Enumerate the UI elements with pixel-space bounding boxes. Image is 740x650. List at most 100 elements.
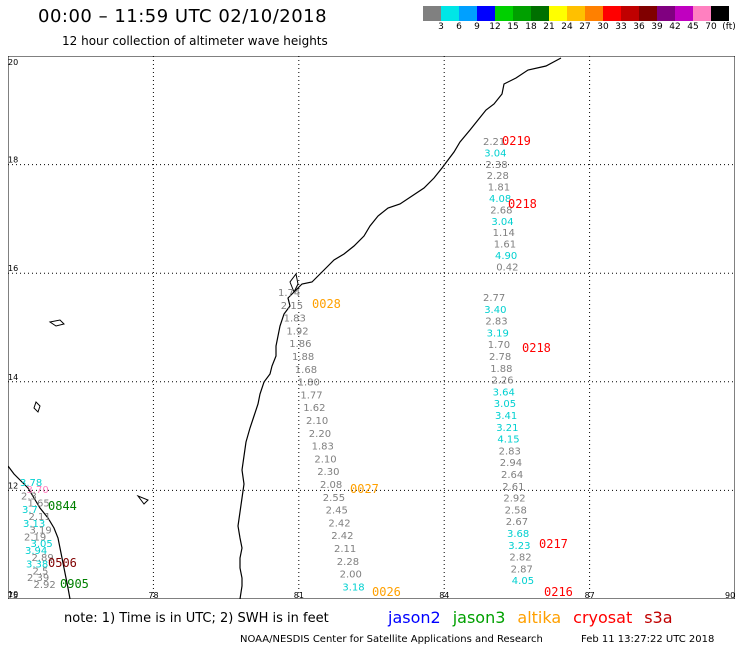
altimeter-tracks: 2.213.042.382.281.814.082.683.041.141.61… xyxy=(20,134,573,599)
coastline-east xyxy=(237,57,562,599)
wave-height-value: 2.28 xyxy=(337,557,359,568)
wave-height-value: 4.90 xyxy=(495,251,517,262)
wave-height-value: 2.11 xyxy=(334,544,356,555)
pass-time-label: 0027 xyxy=(350,482,379,496)
scale-swatch xyxy=(495,6,513,21)
wave-height-value: 3.05 xyxy=(31,539,53,550)
pass-time-label: 0219 xyxy=(502,134,531,148)
wave-height-value: 2.11 xyxy=(29,512,51,523)
page-title: 00:00 – 11:59 UTC 02/10/2018 xyxy=(38,6,328,27)
wave-height-value: 1.68 xyxy=(295,365,317,376)
scale-label: 15 xyxy=(507,22,519,32)
wave-height-value: 3.04 xyxy=(484,148,506,159)
wave-height-value: 3.21 xyxy=(496,423,518,434)
wave-height-value: 2.20 xyxy=(309,429,331,440)
scale-label: 12 xyxy=(489,22,501,32)
wave-height-value: 2.26 xyxy=(491,376,513,387)
scale-swatch xyxy=(423,6,441,21)
lat-label: 10 xyxy=(8,590,18,599)
satellite-altika: altika xyxy=(517,608,562,627)
wave-height-value: 1.61 xyxy=(494,240,516,251)
scale-label: (ft) xyxy=(722,22,736,32)
scale-swatch xyxy=(603,6,621,21)
page-subtitle: 12 hour collection of altimeter wave hei… xyxy=(62,34,328,48)
wave-height-value: 2.30 xyxy=(317,467,339,478)
wave-height-value: 1.70 xyxy=(488,340,510,351)
scale-label: 45 xyxy=(687,22,699,32)
wave-height-value: 3.94 xyxy=(25,546,47,557)
wave-height-map: 2.213.042.382.281.814.082.683.041.141.61… xyxy=(8,56,735,599)
lat-label: 12 xyxy=(8,481,18,490)
wave-height-value: 1.83 xyxy=(284,314,306,325)
footnote: note: 1) Time is in UTC; 2) SWH is in fe… xyxy=(64,611,329,626)
pass-time-label: 0218 xyxy=(508,197,537,211)
scale-label: 24 xyxy=(561,22,573,32)
wave-height-value: 3.78 xyxy=(20,478,42,489)
scale-swatch xyxy=(621,6,639,21)
scale-swatch xyxy=(639,6,657,21)
scale-label: 18 xyxy=(525,22,537,32)
scale-swatch xyxy=(675,6,693,21)
wave-height-value: 2.10 xyxy=(314,454,336,465)
lat-label: 16 xyxy=(8,264,18,273)
wave-height-value: 2.67 xyxy=(506,517,528,528)
wave-height-value: 3.19 xyxy=(30,526,52,537)
wave-height-value: 1.88 xyxy=(292,352,314,363)
wave-height-value: 1.77 xyxy=(300,390,322,401)
scale-swatch xyxy=(549,6,567,21)
wave-height-value: 1.83 xyxy=(312,442,334,453)
wave-height-value: 1.88 xyxy=(490,364,512,375)
scale-label: 30 xyxy=(597,22,609,32)
wave-height-value: 2.39 xyxy=(27,573,49,584)
wave-height-value: 2.92 xyxy=(34,580,56,591)
wave-height-value: 3.19 xyxy=(487,328,509,339)
scale-swatch xyxy=(567,6,585,21)
lon-label: 84 xyxy=(439,591,449,599)
scale-label: 39 xyxy=(651,22,663,32)
wave-height-value: 3.7 xyxy=(22,505,38,516)
pass-time-label: 0905 xyxy=(60,577,89,591)
scale-swatch xyxy=(693,6,711,21)
map-frame xyxy=(8,56,735,599)
scale-label: 27 xyxy=(579,22,591,32)
wave-height-value: 3.04 xyxy=(491,217,513,228)
wave-height-value: 2.55 xyxy=(323,493,345,504)
lat-label: 18 xyxy=(8,156,18,165)
satellite-jason2: jason2 xyxy=(388,608,441,627)
wave-height-value: 2.82 xyxy=(509,553,531,564)
coastline-west xyxy=(8,465,71,599)
pass-time-label: 0506 xyxy=(48,556,77,570)
wave-height-value: 2.61 xyxy=(502,482,524,493)
credit-text: NOAA/NESDIS Center for Satellite Applica… xyxy=(240,634,543,645)
wave-height-value: 3.64 xyxy=(493,387,515,398)
pass-time-label: 0844 xyxy=(48,499,77,513)
wave-height-value: 2.45 xyxy=(326,506,348,517)
generated-timestamp: Feb 11 13:27:22 UTC 2018 xyxy=(581,634,715,645)
wave-height-value: 2.10 xyxy=(306,416,328,427)
scale-label: 42 xyxy=(669,22,681,32)
wave-height-value: 2.68 xyxy=(490,205,512,216)
island-outline-3 xyxy=(136,494,149,505)
pass-time-label: 0217 xyxy=(539,537,568,551)
scale-label: 9 xyxy=(474,22,480,32)
wave-height-value: 3.13 xyxy=(23,519,45,530)
lon-label: 87 xyxy=(585,591,595,599)
wave-height-value: 2.15 xyxy=(281,301,303,312)
scale-label: 33 xyxy=(615,22,627,32)
wave-height-value: 1.65 xyxy=(28,498,50,509)
satellite-s3a: s3a xyxy=(644,608,673,627)
scale-swatch xyxy=(711,6,729,21)
island-outline xyxy=(48,319,65,327)
scale-swatch xyxy=(657,6,675,21)
wave-height-value: 2.28 xyxy=(487,171,509,182)
wave-height-value: 2.42 xyxy=(328,518,350,529)
wave-height-value: 1.74 xyxy=(278,288,300,299)
wave-height-value: 1.81 xyxy=(488,183,510,194)
wave-height-value: 1.62 xyxy=(303,403,325,414)
scale-label: 36 xyxy=(633,22,645,32)
wave-height-value: 2.83 xyxy=(485,317,507,328)
wave-height-value: 3.05 xyxy=(494,399,516,410)
wave-height-value: 2.58 xyxy=(505,505,527,516)
lon-label: 90 xyxy=(725,591,735,599)
